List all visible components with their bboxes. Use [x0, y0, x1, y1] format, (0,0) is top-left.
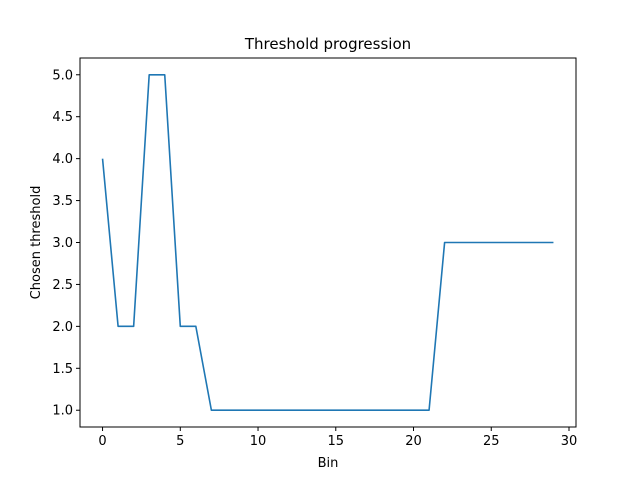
y-axis-label: Chosen threshold	[29, 186, 44, 300]
y-tick-label: 4.5	[52, 110, 73, 125]
y-tick-label: 2.5	[52, 278, 73, 293]
series-line	[101, 73, 554, 412]
x-tick-label: 25	[483, 434, 500, 449]
x-axis-ticks: 0 5 10 15 20 25 30	[98, 427, 577, 449]
x-tick-label: 30	[561, 434, 578, 449]
x-tick-label: 20	[405, 434, 422, 449]
y-axis-ticks: 1.0 1.5 2.0 2.5 3.0 3.5 4.0 4.5 5.0	[52, 68, 80, 419]
y-tick-label: 4.0	[52, 152, 73, 167]
x-tick-label: 15	[328, 434, 345, 449]
x-tick-label: 5	[176, 434, 184, 449]
y-tick-label: 1.0	[52, 404, 73, 419]
x-axis-label: Bin	[318, 456, 339, 471]
x-tick-label: 0	[98, 434, 106, 449]
y-tick-label: 3.5	[52, 194, 73, 209]
plot-area-frame	[79, 57, 577, 428]
y-tick-label: 2.0	[52, 320, 73, 335]
y-tick-label: 3.0	[52, 236, 73, 251]
series-layer	[101, 73, 554, 412]
y-tick-label: 1.5	[52, 362, 73, 377]
x-tick-label: 10	[250, 434, 267, 449]
y-tick-label: 5.0	[52, 68, 73, 83]
chart-title: Threshold progression	[244, 35, 411, 53]
